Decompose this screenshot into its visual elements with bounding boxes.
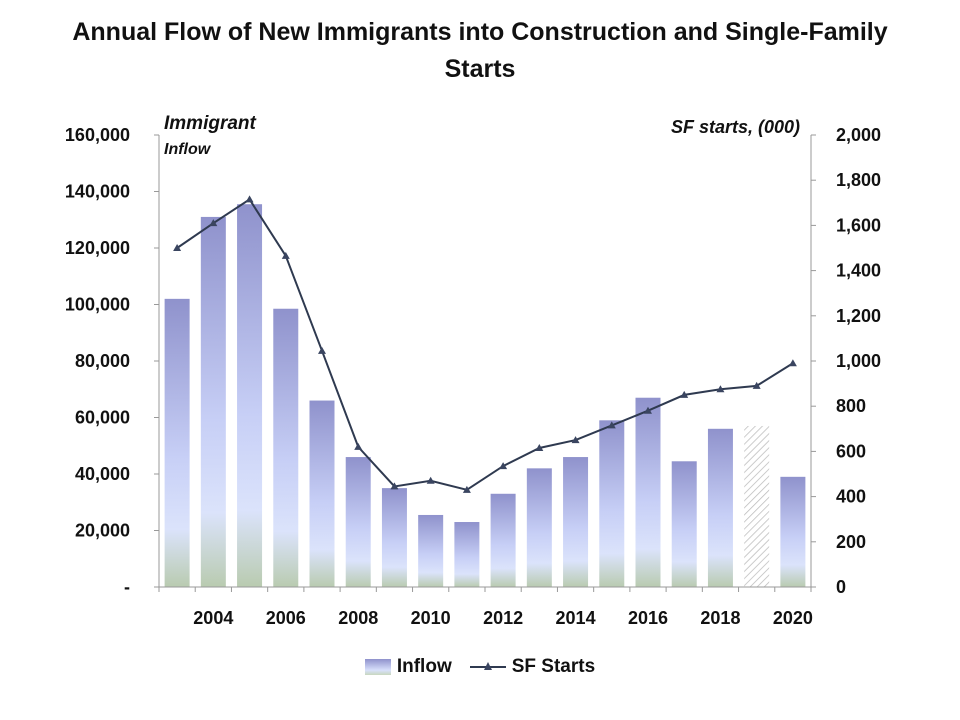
sf-starts-marker — [752, 381, 761, 389]
inflow-bar-estimate — [744, 425, 770, 587]
inflow-bar — [237, 204, 263, 587]
x-axis-tick-label: 2016 — [628, 608, 668, 628]
right-axis-tick-label: 1,800 — [836, 170, 881, 190]
left-axis-tick-label: 140,000 — [65, 182, 130, 202]
left-axis-tick-label: 40,000 — [75, 464, 130, 484]
legend-item-inflow: Inflow — [364, 656, 452, 678]
right-axis-tick-label: 600 — [836, 441, 866, 461]
x-axis-tick-label: 2014 — [556, 608, 596, 628]
inflow-bar — [418, 514, 444, 587]
inflow-bar — [454, 522, 480, 587]
inflow-bar — [780, 476, 806, 587]
sf-starts-marker — [788, 359, 797, 367]
left-axis-tick-label: 60,000 — [75, 408, 130, 428]
legend-label-sf-starts: SF Starts — [511, 656, 596, 677]
inflow-bar — [381, 488, 407, 587]
sf-starts-marker — [426, 476, 435, 484]
x-axis-tick-label: 2008 — [338, 608, 378, 628]
x-axis-tick-label: 2018 — [700, 608, 740, 628]
sf-starts-line — [173, 195, 797, 493]
sf-starts-marker — [499, 462, 508, 470]
x-axis-tick-label: 2010 — [411, 608, 451, 628]
inflow-bar — [599, 420, 625, 587]
sf-starts-marker — [680, 390, 689, 398]
sf-starts-marker — [245, 195, 254, 203]
legend-label-inflow: Inflow — [396, 656, 452, 677]
inflow-bar — [345, 457, 371, 587]
sf-starts-marker — [716, 385, 725, 393]
right-axis-tick-label: 800 — [836, 396, 866, 416]
sf-starts-marker — [462, 485, 471, 493]
left-axis-tick-label: 160,000 — [65, 125, 130, 145]
right-axis-tick-label: 0 — [836, 577, 846, 597]
right-axis-tick-label: 200 — [836, 532, 866, 552]
sf-starts-marker — [571, 436, 580, 444]
right-axis-tick-label: 1,400 — [836, 261, 881, 281]
inflow-bar — [200, 216, 226, 588]
legend-item-sf-starts: SF Starts — [469, 656, 596, 678]
right-axis-tick-label: 1,600 — [836, 215, 881, 235]
left-axis-tick-label: 100,000 — [65, 295, 130, 315]
legend-line-sf-starts — [469, 662, 506, 670]
sf-starts-marker — [209, 219, 218, 227]
inflow-bar — [671, 461, 697, 587]
sf-starts-marker — [281, 251, 290, 259]
chart-plot: - 20,000 40,000 60,000 80,000 100,000 120,000 1… — [65, 125, 881, 628]
sf-starts-marker — [644, 406, 652, 414]
right-axis-tick-label: 400 — [836, 487, 866, 507]
axes: - 20,000 40,000 60,000 80,000 100,000 120,000 1… — [65, 125, 881, 628]
sf-starts-polyline — [176, 198, 794, 491]
left-axis-tick-label: 120,000 — [65, 238, 130, 258]
sf-starts-marker — [318, 346, 326, 354]
left-axis-tick-label: - — [124, 577, 130, 597]
legend-swatch-inflow — [364, 659, 391, 675]
right-axis-tick-label: 1,000 — [836, 351, 881, 371]
legend: Inflow SF Starts — [0, 656, 960, 678]
x-axis-tick-label: 2004 — [193, 608, 233, 628]
inflow-bar — [309, 400, 335, 587]
left-axis-label-line2: Inflow — [164, 141, 211, 158]
left-axis-label-line1: Immigrant — [164, 113, 256, 134]
x-axis-tick-label: 2012 — [483, 608, 523, 628]
inflow-bar — [635, 397, 661, 587]
inflow-bars — [164, 204, 806, 588]
right-axis-tick-label: 2,000 — [836, 125, 881, 145]
right-axis-tick-label: 1,200 — [836, 306, 881, 326]
inflow-bar — [563, 457, 589, 587]
sf-starts-marker — [354, 442, 363, 450]
chart-title: Annual Flow of New Immigrants into Const… — [72, 18, 888, 83]
left-axis-tick-label: 20,000 — [75, 521, 130, 541]
left-axis-tick-label: 80,000 — [75, 351, 130, 371]
inflow-bar — [707, 428, 733, 587]
sf-starts-marker — [535, 444, 544, 452]
x-axis-tick-label: 2020 — [773, 608, 813, 628]
right-axis-label: SF starts, (000) — [670, 117, 800, 137]
inflow-bar — [490, 493, 516, 587]
inflow-bar — [526, 468, 552, 587]
sf-starts-marker — [390, 482, 399, 490]
x-axis-tick-label: 2006 — [266, 608, 306, 628]
inflow-bar — [273, 308, 299, 587]
sf-starts-marker — [173, 244, 182, 251]
sf-starts-marker — [607, 421, 616, 429]
inflow-bar — [164, 298, 190, 587]
